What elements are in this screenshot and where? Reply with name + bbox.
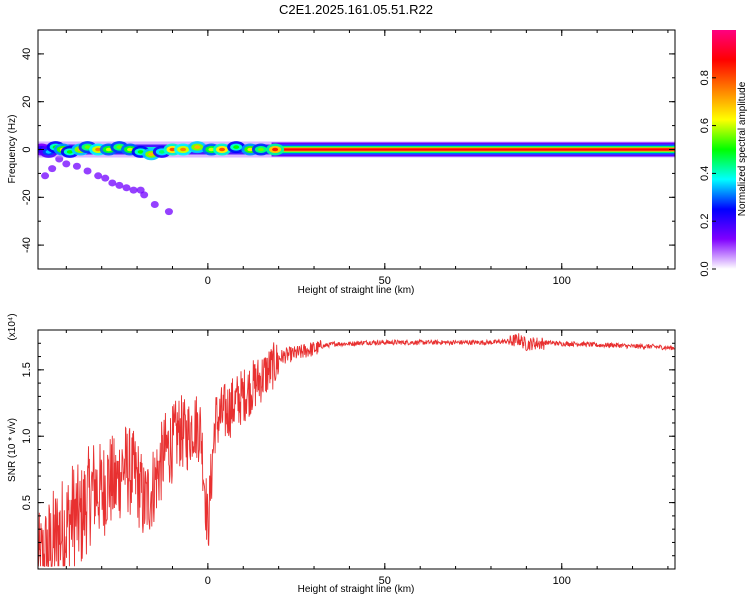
colorbar-tick-label: 0.4	[699, 166, 711, 181]
spectral-blob-core	[148, 152, 155, 157]
snr-background	[38, 330, 675, 569]
x-tick-label: 50	[379, 275, 391, 287]
drift-point	[164, 208, 173, 216]
spectrogram-content	[38, 141, 675, 216]
drift-point	[72, 162, 81, 170]
spectral-blob-core	[127, 147, 134, 152]
spectral-blob-core	[158, 150, 165, 154]
y-tick-label: 1.5	[21, 362, 33, 377]
spectrogram-y-axis: -40 -20 0 20 40	[21, 29, 675, 270]
drift-point	[83, 167, 92, 175]
spectral-blob-core	[137, 150, 144, 154]
snr-y-axis-title: SNR (10 * v/v)	[7, 418, 18, 482]
snr-y-axis: 0.5 1.0 1.5	[21, 342, 675, 557]
y-tick-label: -20	[21, 189, 33, 205]
y-tick-label: 0	[21, 146, 33, 152]
colorbar: 0.0 0.2 0.4 0.6 0.8 Normalized spectral ampl…	[699, 30, 748, 277]
y-tick-label: -40	[21, 237, 33, 253]
spectral-blob-core	[247, 147, 254, 152]
snr-content	[38, 333, 675, 567]
drift-point	[140, 191, 149, 199]
spectrogram-x-axis-title: Height of straight line (km)	[298, 285, 415, 296]
x-tick-label: 50	[379, 575, 391, 587]
spectral-blob-core	[194, 145, 201, 149]
snr-panel: 0 50 100 0.5 1.0 1.5 Height of straight line…	[7, 313, 676, 595]
x-tick-label: 0	[205, 275, 211, 287]
drift-point	[115, 181, 124, 189]
drift-point	[150, 200, 159, 208]
drift-point	[41, 172, 50, 180]
spectral-blob-core	[66, 150, 73, 154]
colorbar-tick-label: 0.8	[699, 70, 711, 85]
spectral-blob-core	[180, 147, 187, 152]
drift-point	[101, 174, 110, 182]
snr-x-axis-title: Height of straight line (km)	[298, 584, 415, 595]
y-tick-label: 1.0	[21, 429, 33, 444]
x-tick-label: 100	[553, 575, 571, 587]
drift-point	[62, 160, 71, 168]
drift-point	[48, 165, 57, 173]
drift-point	[129, 186, 138, 194]
spectral-blob-core	[169, 147, 176, 152]
spectrogram-y-axis-title: Frequency (Hz)	[7, 115, 18, 184]
colorbar-tick-label: 0.6	[699, 118, 711, 133]
spectrogram-panel: 0 50 100 -40 -20 0 20 40 Height of straight li…	[7, 29, 676, 296]
y-tick-label: 20	[21, 96, 33, 108]
spectral-blob-core	[84, 145, 91, 149]
colorbar-tick-label: 0.0	[699, 261, 711, 276]
snr-x-axis: 0 50 100	[65, 330, 669, 587]
x-tick-label: 100	[553, 275, 571, 287]
spectral-blob-core	[95, 147, 102, 152]
chart-title: C2E1.2025.161.05.51.R22	[279, 2, 433, 17]
band-steady-layer	[271, 148, 675, 151]
spectral-blob-core	[233, 145, 240, 149]
drift-point	[94, 172, 103, 180]
drift-point	[122, 184, 131, 192]
x-tick-label: 0	[205, 575, 211, 587]
spectrogram-x-axis: 0 50 100	[65, 30, 669, 287]
colorbar-title: Normalized spectral amplitude	[737, 81, 748, 216]
spectral-blob-core	[105, 147, 112, 152]
drift-point	[108, 179, 117, 187]
y-tick-label: 0.5	[21, 495, 33, 510]
spectral-blob-core	[257, 147, 264, 152]
y-tick-label: 40	[21, 48, 33, 60]
spectral-blob-core	[116, 145, 123, 149]
spectral-blob-core	[219, 147, 226, 152]
snr-series-line	[38, 333, 675, 567]
colorbar-axis: 0.0 0.2 0.4 0.6 0.8	[699, 70, 716, 277]
snr-exponent-label: (x10⁴)	[7, 313, 18, 340]
spectral-blob-core	[208, 147, 215, 152]
spectral-blob-core	[272, 147, 279, 152]
colorbar-gradient	[712, 30, 736, 269]
colorbar-tick-label: 0.2	[699, 214, 711, 229]
